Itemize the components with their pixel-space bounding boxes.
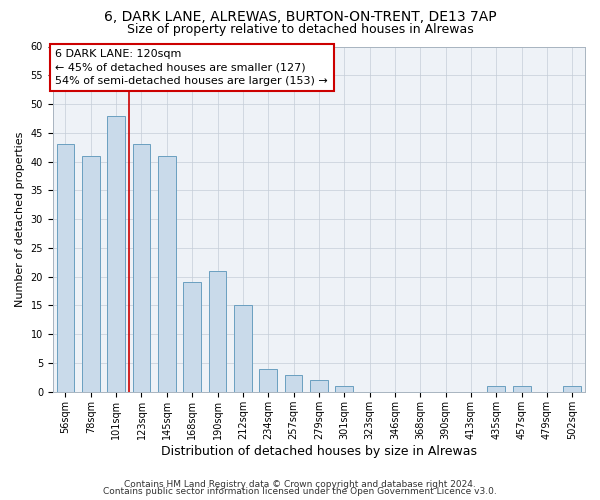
- Text: Contains public sector information licensed under the Open Government Licence v3: Contains public sector information licen…: [103, 487, 497, 496]
- Y-axis label: Number of detached properties: Number of detached properties: [15, 132, 25, 307]
- Bar: [56, 144, 74, 392]
- Text: Size of property relative to detached houses in Alrewas: Size of property relative to detached ho…: [127, 22, 473, 36]
- Bar: [133, 144, 151, 392]
- Bar: [183, 282, 201, 392]
- Text: 6, DARK LANE, ALREWAS, BURTON-ON-TRENT, DE13 7AP: 6, DARK LANE, ALREWAS, BURTON-ON-TRENT, …: [104, 10, 496, 24]
- Text: 6 DARK LANE: 120sqm
← 45% of detached houses are smaller (127)
54% of semi-detac: 6 DARK LANE: 120sqm ← 45% of detached ho…: [55, 50, 328, 86]
- Bar: [310, 380, 328, 392]
- Bar: [513, 386, 530, 392]
- Bar: [234, 306, 252, 392]
- Bar: [284, 374, 302, 392]
- Bar: [82, 156, 100, 392]
- Text: Contains HM Land Registry data © Crown copyright and database right 2024.: Contains HM Land Registry data © Crown c…: [124, 480, 476, 489]
- Bar: [107, 116, 125, 392]
- Bar: [563, 386, 581, 392]
- Bar: [209, 271, 226, 392]
- Bar: [335, 386, 353, 392]
- Bar: [158, 156, 176, 392]
- X-axis label: Distribution of detached houses by size in Alrewas: Distribution of detached houses by size …: [161, 444, 477, 458]
- Bar: [259, 369, 277, 392]
- Bar: [487, 386, 505, 392]
